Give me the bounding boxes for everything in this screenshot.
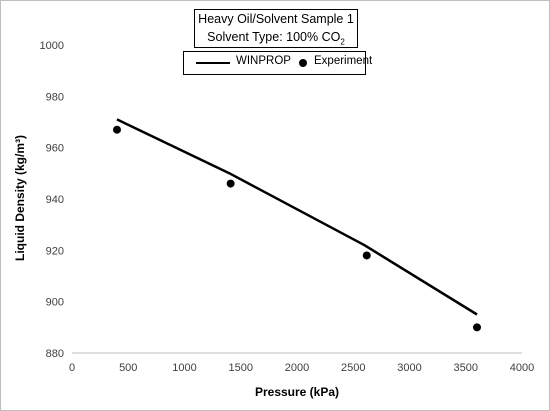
experiment-point: [226, 179, 235, 188]
experiment-point: [473, 323, 481, 332]
y-tick-labels: 880 900 920 940 960 980 1000: [40, 40, 64, 360]
y-tick-label: 900: [46, 297, 64, 309]
x-tick-label: 0: [69, 362, 75, 374]
y-tick-label: 1000: [40, 40, 64, 52]
x-tick-label: 2500: [341, 362, 365, 374]
y-tick-label: 920: [46, 245, 64, 257]
y-tick-label: 960: [46, 143, 64, 155]
x-tick-label: 1500: [229, 362, 253, 374]
y-axis-title: Liquid Density (kg/m³): [13, 135, 27, 261]
x-axis-title: Pressure (kPa): [255, 385, 339, 399]
y-tick-label: 880: [46, 348, 64, 360]
x-tick-label: 3000: [397, 362, 421, 374]
legend: WINPROP Experiment: [183, 51, 372, 75]
experiment-point: [113, 125, 121, 134]
x-tick-label: 500: [119, 362, 137, 374]
chart-title-box: Heavy Oil/Solvent Sample 1 Solvent Type:…: [194, 9, 358, 48]
series-line-winprop: [116, 118, 478, 316]
legend-line-marker: [196, 62, 230, 64]
x-tick-label: 3500: [454, 362, 478, 374]
chart-subtitle-subscript: 2: [340, 37, 345, 47]
y-tick-label: 980: [46, 91, 64, 103]
x-tick-label: 4000: [510, 362, 534, 374]
x-tick-label: 2000: [285, 362, 309, 374]
x-tick-labels: 0 500 1000 1500 2000 2500 3000 3500 4000: [69, 362, 534, 374]
experiment-point: [362, 251, 371, 260]
chart-subtitle: Solvent Type: 100% CO2: [195, 28, 357, 52]
series-layer: [113, 118, 481, 332]
legend-label-winprop: WINPROP: [236, 55, 291, 67]
chart-title: Heavy Oil/Solvent Sample 1: [198, 12, 354, 26]
legend-dot-marker: [299, 59, 307, 67]
legend-label-experiment: Experiment: [314, 55, 373, 67]
chart-subtitle-text: Solvent Type: 100% CO: [207, 30, 341, 44]
x-tick-label: 1000: [172, 362, 196, 374]
y-tick-label: 940: [46, 194, 64, 206]
